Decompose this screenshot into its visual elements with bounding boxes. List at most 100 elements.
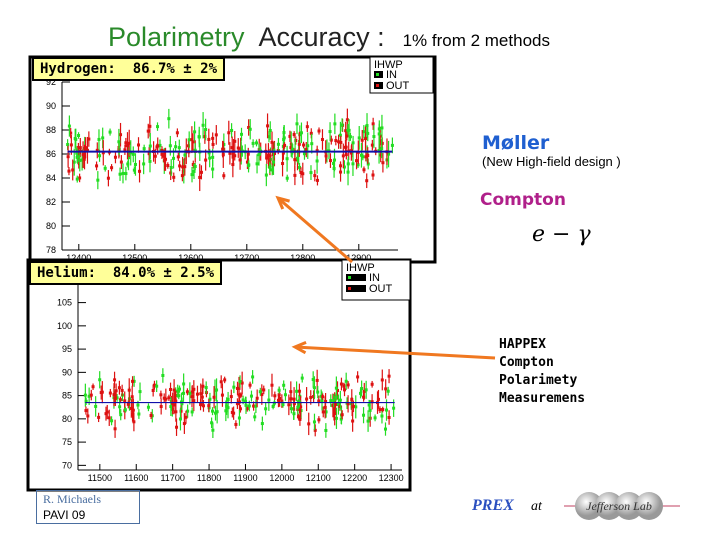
annotation-arrows (275, 195, 496, 360)
data-point (127, 156, 131, 160)
data-point (211, 428, 215, 432)
data-point (319, 394, 323, 398)
data-point (378, 139, 382, 143)
data-point (155, 384, 159, 388)
data-point (233, 154, 237, 158)
data-point (359, 153, 363, 157)
data-point (173, 397, 177, 401)
data-point (383, 427, 387, 431)
data-point (293, 158, 297, 162)
data-point (377, 132, 381, 136)
data-point (124, 141, 128, 145)
x-tick-label: 12500 (122, 253, 147, 263)
data-point (265, 156, 269, 160)
data-point (289, 146, 293, 150)
data-point (301, 172, 305, 176)
data-point (277, 393, 281, 397)
data-point (270, 140, 274, 144)
data-point (167, 396, 171, 400)
data-point (292, 133, 296, 137)
data-point (321, 410, 325, 414)
data-point (258, 390, 262, 394)
data-point (127, 388, 131, 392)
data-point (380, 147, 384, 151)
data-point (126, 402, 130, 406)
data-point (91, 385, 95, 389)
data-point (211, 167, 215, 171)
data-point (142, 147, 146, 151)
data-point (156, 125, 160, 129)
data-point (350, 148, 354, 152)
data-point (331, 403, 335, 407)
data-point (239, 393, 243, 397)
data-point (118, 405, 122, 409)
data-point (120, 388, 124, 392)
data-point (384, 387, 388, 391)
data-point (344, 129, 348, 133)
data-point (211, 142, 215, 146)
data-point (191, 162, 195, 166)
data-point (365, 179, 369, 183)
data-point (305, 397, 309, 401)
data-point (213, 388, 217, 392)
data-point (351, 419, 355, 423)
data-point (208, 156, 212, 160)
data-point (253, 415, 257, 419)
data-point (208, 397, 212, 401)
data-point (80, 158, 84, 162)
data-point (236, 146, 240, 150)
y-tick-label: 95 (62, 344, 72, 354)
title-accuracy: Accuracy : (258, 22, 385, 52)
legend-entry: IN (369, 272, 380, 284)
data-point (317, 129, 321, 133)
data-point (379, 153, 383, 157)
data-point (219, 380, 223, 384)
happex-note: HAPPEX Compton Polarimety Measuremens (499, 336, 585, 408)
data-point (178, 417, 182, 421)
data-point (268, 154, 272, 158)
legend-entry: OUT (369, 283, 393, 295)
y-tick-label: 105 (57, 298, 72, 308)
data-point (72, 160, 76, 164)
data-point (277, 388, 281, 392)
data-point (293, 173, 297, 177)
data-point (232, 385, 236, 389)
y-tick-label: 80 (46, 221, 56, 231)
data-point (313, 174, 317, 178)
x-tick-label: 12300 (379, 473, 404, 483)
data-point (199, 392, 203, 396)
data-point (146, 129, 150, 133)
data-point (230, 128, 234, 132)
data-point (172, 403, 176, 407)
data-point (211, 409, 215, 413)
data-point (328, 159, 332, 163)
data-point (95, 164, 99, 168)
data-point (296, 156, 300, 160)
data-point (211, 155, 215, 159)
data-point (230, 146, 234, 150)
data-point (238, 379, 242, 383)
data-point (177, 387, 181, 391)
data-point (294, 138, 298, 142)
data-point (138, 390, 142, 394)
data-point (371, 173, 375, 177)
data-point (226, 406, 230, 410)
data-point (282, 131, 286, 135)
data-point (131, 412, 135, 416)
data-point (126, 162, 130, 166)
data-point (130, 395, 134, 399)
data-point (180, 174, 184, 178)
x-tick-label: 12800 (290, 253, 315, 263)
data-point (181, 165, 185, 169)
data-point (334, 395, 338, 399)
data-point (270, 168, 274, 172)
data-point (276, 142, 280, 146)
data-point (249, 394, 253, 398)
data-point (184, 415, 188, 419)
data-point (345, 134, 349, 138)
data-point (255, 162, 259, 166)
data-point (172, 388, 176, 392)
data-point (171, 401, 175, 405)
data-point (137, 412, 141, 416)
legend-marker (348, 287, 351, 290)
